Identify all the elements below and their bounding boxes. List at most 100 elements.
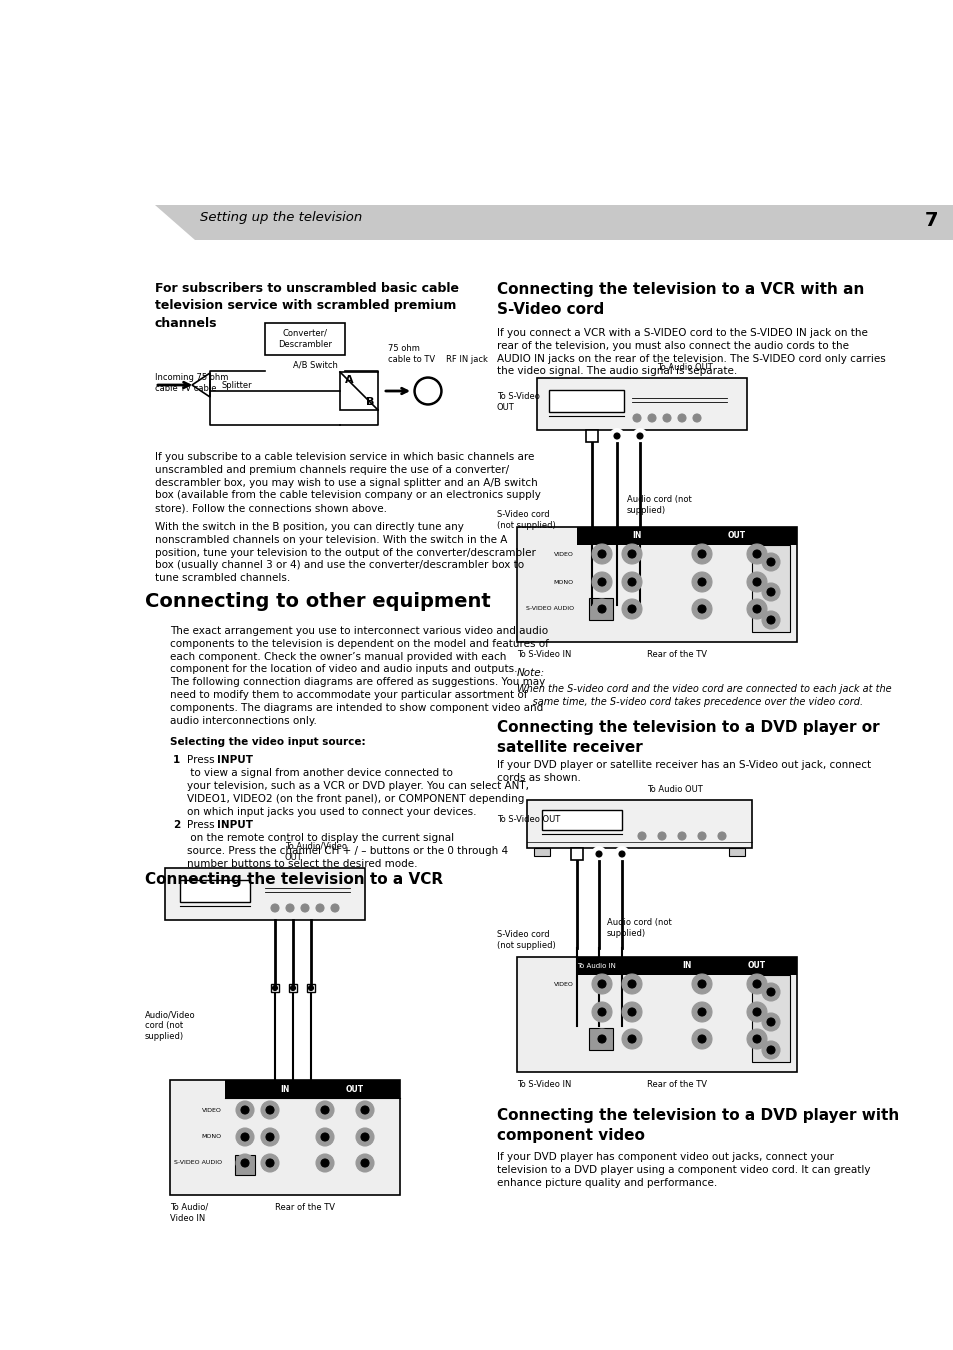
Circle shape bbox=[315, 1154, 334, 1172]
Text: Note:: Note: bbox=[517, 668, 544, 678]
Circle shape bbox=[698, 578, 705, 586]
Text: OUT: OUT bbox=[747, 961, 765, 971]
Text: Connecting the television to a VCR with an
S-Video cord: Connecting the television to a VCR with … bbox=[497, 282, 863, 317]
Text: To Audio/
Video IN: To Audio/ Video IN bbox=[170, 1203, 208, 1223]
Circle shape bbox=[698, 1035, 705, 1044]
Text: The exact arrangement you use to interconnect various video and audio
components: The exact arrangement you use to interco… bbox=[170, 626, 548, 725]
Circle shape bbox=[315, 1102, 334, 1119]
Text: To S-Video
OUT: To S-Video OUT bbox=[497, 392, 539, 412]
Circle shape bbox=[596, 850, 601, 857]
Circle shape bbox=[766, 1046, 774, 1054]
Text: Connecting the television to a VCR: Connecting the television to a VCR bbox=[145, 872, 442, 887]
Text: VIDEO: VIDEO bbox=[554, 981, 574, 987]
Bar bbox=[751, 975, 789, 1062]
Bar bbox=[577, 526, 796, 545]
Circle shape bbox=[235, 1129, 253, 1146]
Text: IN: IN bbox=[632, 532, 641, 540]
Circle shape bbox=[615, 846, 628, 861]
Circle shape bbox=[698, 605, 705, 613]
Circle shape bbox=[355, 1129, 374, 1146]
Circle shape bbox=[633, 414, 640, 423]
Text: S-VIDEO AUDIO: S-VIDEO AUDIO bbox=[525, 606, 574, 612]
Circle shape bbox=[273, 986, 277, 991]
Circle shape bbox=[746, 572, 766, 593]
Bar bbox=[526, 801, 751, 848]
Circle shape bbox=[691, 1029, 711, 1049]
Text: To Audio/Video
OUT: To Audio/Video OUT bbox=[285, 842, 347, 863]
Circle shape bbox=[752, 578, 760, 586]
Circle shape bbox=[360, 1106, 369, 1114]
Circle shape bbox=[761, 1041, 780, 1058]
Circle shape bbox=[291, 986, 295, 991]
Text: If you subscribe to a cable television service in which basic channels are
unscr: If you subscribe to a cable television s… bbox=[154, 452, 540, 513]
Circle shape bbox=[355, 1102, 374, 1119]
Text: A/B Switch: A/B Switch bbox=[293, 360, 337, 369]
Circle shape bbox=[320, 1106, 329, 1114]
Bar bbox=[751, 545, 789, 632]
Bar bbox=[307, 984, 314, 992]
Text: Setting up the television: Setting up the television bbox=[200, 211, 362, 224]
Circle shape bbox=[416, 379, 439, 402]
Bar bbox=[577, 957, 796, 975]
Circle shape bbox=[360, 1160, 369, 1166]
Text: B: B bbox=[366, 397, 374, 406]
Bar bbox=[585, 431, 598, 441]
Circle shape bbox=[766, 1018, 774, 1026]
Text: If your DVD player has component video out jacks, connect your
television to a D: If your DVD player has component video o… bbox=[497, 1152, 869, 1188]
Text: To S-Video OUT: To S-Video OUT bbox=[497, 815, 559, 825]
Text: 2: 2 bbox=[172, 819, 180, 830]
Circle shape bbox=[331, 904, 338, 913]
Text: IN: IN bbox=[280, 1084, 290, 1094]
Circle shape bbox=[266, 1160, 274, 1166]
Circle shape bbox=[746, 973, 766, 994]
Text: When the S-video cord and the video cord are connected to each jack at the
     : When the S-video cord and the video cord… bbox=[517, 684, 891, 707]
Bar bbox=[548, 390, 623, 412]
Text: S-VIDEO AUDIO: S-VIDEO AUDIO bbox=[173, 1161, 222, 1165]
Text: To Audio OUT: To Audio OUT bbox=[646, 784, 702, 794]
Circle shape bbox=[761, 983, 780, 1000]
Text: your television, such as a VCR or DVD player. You can select ANT,: your television, such as a VCR or DVD pl… bbox=[187, 782, 529, 791]
Text: VIDEO1, VIDEO2 (on the front panel), or COMPONENT depending: VIDEO1, VIDEO2 (on the front panel), or … bbox=[187, 794, 524, 805]
Text: Press: Press bbox=[187, 755, 217, 765]
Text: A: A bbox=[345, 375, 354, 385]
Text: S-Video cord
(not supplied): S-Video cord (not supplied) bbox=[497, 510, 556, 531]
Circle shape bbox=[598, 1008, 605, 1017]
Bar bbox=[225, 1080, 399, 1098]
Text: 1: 1 bbox=[172, 755, 180, 765]
Text: OUT: OUT bbox=[346, 1084, 364, 1094]
Circle shape bbox=[235, 1102, 253, 1119]
Circle shape bbox=[271, 904, 278, 913]
Text: Incoming 75 ohm
cable TV cable: Incoming 75 ohm cable TV cable bbox=[154, 373, 228, 393]
Circle shape bbox=[766, 616, 774, 624]
Bar bbox=[571, 848, 582, 860]
Text: MONO: MONO bbox=[202, 1134, 222, 1139]
Text: For subscribers to unscrambled basic cable
television service with scrambled pre: For subscribers to unscrambled basic cab… bbox=[154, 282, 458, 329]
Circle shape bbox=[662, 414, 670, 423]
Circle shape bbox=[627, 980, 636, 988]
Circle shape bbox=[592, 846, 605, 861]
Circle shape bbox=[592, 1002, 612, 1022]
Circle shape bbox=[261, 1154, 278, 1172]
Text: Converter/
Descrambler: Converter/ Descrambler bbox=[277, 329, 332, 350]
Circle shape bbox=[752, 549, 760, 558]
Circle shape bbox=[621, 1029, 641, 1049]
Text: number buttons to select the desired mode.: number buttons to select the desired mod… bbox=[187, 859, 417, 869]
Circle shape bbox=[766, 589, 774, 595]
Circle shape bbox=[691, 1002, 711, 1022]
Text: If you connect a VCR with a S-VIDEO cord to the S-VIDEO IN jack on the
rear of t: If you connect a VCR with a S-VIDEO cord… bbox=[497, 328, 884, 377]
Circle shape bbox=[691, 572, 711, 593]
Circle shape bbox=[621, 544, 641, 564]
Circle shape bbox=[423, 387, 432, 396]
Circle shape bbox=[320, 1160, 329, 1166]
Circle shape bbox=[609, 429, 623, 443]
Circle shape bbox=[621, 1002, 641, 1022]
Circle shape bbox=[621, 599, 641, 620]
Circle shape bbox=[266, 1133, 274, 1141]
Text: source. Press the channel CH + / – buttons or the 0 through 4: source. Press the channel CH + / – butto… bbox=[187, 846, 508, 856]
Text: To Audio OUT: To Audio OUT bbox=[657, 363, 712, 373]
Circle shape bbox=[301, 904, 309, 913]
Circle shape bbox=[261, 1102, 278, 1119]
Circle shape bbox=[598, 1035, 605, 1044]
Bar bbox=[265, 323, 345, 355]
Circle shape bbox=[678, 832, 685, 840]
